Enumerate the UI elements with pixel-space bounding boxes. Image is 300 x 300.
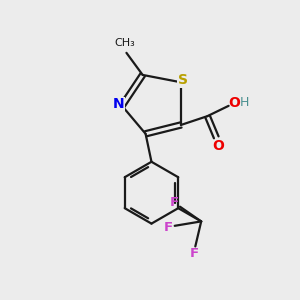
Text: F: F (189, 247, 198, 260)
Text: O: O (228, 97, 240, 110)
Text: N: N (113, 98, 124, 111)
Text: H: H (240, 96, 250, 109)
Text: F: F (164, 221, 173, 234)
Text: CH₃: CH₃ (115, 38, 135, 47)
Text: S: S (178, 73, 188, 87)
Text: F: F (170, 196, 179, 209)
Text: O: O (212, 139, 224, 153)
